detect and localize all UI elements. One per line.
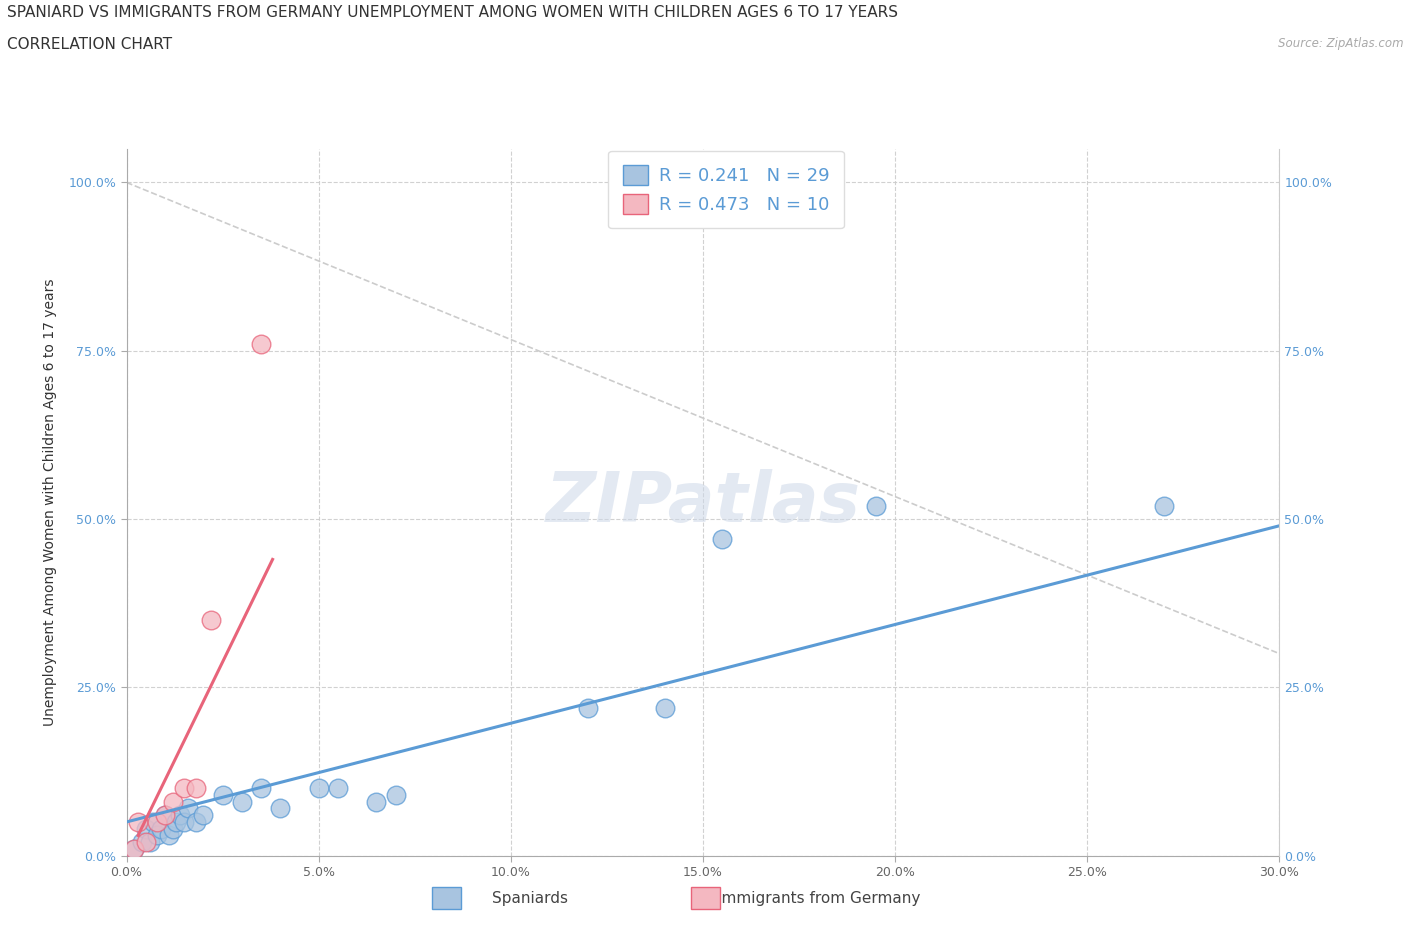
Point — [366, 794, 388, 809]
Point — [142, 815, 165, 830]
Point — [157, 828, 180, 843]
Point — [173, 781, 195, 796]
Point — [173, 815, 195, 830]
Legend: R = 0.241   N = 29, R = 0.473   N = 10: R = 0.241 N = 29, R = 0.473 N = 10 — [609, 151, 844, 229]
Point — [384, 788, 406, 803]
Text: Source: ZipAtlas.com: Source: ZipAtlas.com — [1278, 37, 1403, 50]
Point — [200, 613, 222, 628]
Point — [146, 815, 169, 830]
Point — [184, 815, 207, 830]
Point — [250, 337, 273, 352]
Point — [184, 781, 207, 796]
Point — [122, 842, 145, 857]
Point — [250, 781, 273, 796]
Point — [193, 808, 215, 823]
Point — [865, 498, 887, 513]
Point — [231, 794, 253, 809]
Point — [162, 821, 184, 836]
Text: CORRELATION CHART: CORRELATION CHART — [7, 37, 172, 52]
Point — [169, 808, 191, 823]
Text: Spaniards: Spaniards — [492, 891, 568, 906]
Point — [131, 835, 153, 850]
FancyBboxPatch shape — [692, 887, 720, 909]
Point — [326, 781, 349, 796]
Point — [153, 808, 176, 823]
Text: ZIPatlas: ZIPatlas — [546, 469, 860, 536]
Point — [153, 808, 176, 823]
Point — [135, 821, 157, 836]
Point — [166, 815, 188, 830]
Point — [211, 788, 233, 803]
Point — [146, 828, 169, 843]
Point — [127, 815, 149, 830]
Point — [576, 700, 599, 715]
Point — [162, 794, 184, 809]
Point — [711, 532, 734, 547]
Point — [1153, 498, 1175, 513]
Point — [150, 821, 173, 836]
Point — [135, 835, 157, 850]
Point — [654, 700, 676, 715]
FancyBboxPatch shape — [432, 887, 461, 909]
Point — [269, 801, 291, 816]
Point — [177, 801, 200, 816]
Point — [138, 835, 160, 850]
Point — [308, 781, 330, 796]
Text: SPANIARD VS IMMIGRANTS FROM GERMANY UNEMPLOYMENT AMONG WOMEN WITH CHILDREN AGES : SPANIARD VS IMMIGRANTS FROM GERMANY UNEM… — [7, 5, 898, 20]
Text: Immigrants from Germany: Immigrants from Germany — [717, 891, 920, 906]
Point — [122, 842, 145, 857]
Y-axis label: Unemployment Among Women with Children Ages 6 to 17 years: Unemployment Among Women with Children A… — [44, 278, 58, 726]
